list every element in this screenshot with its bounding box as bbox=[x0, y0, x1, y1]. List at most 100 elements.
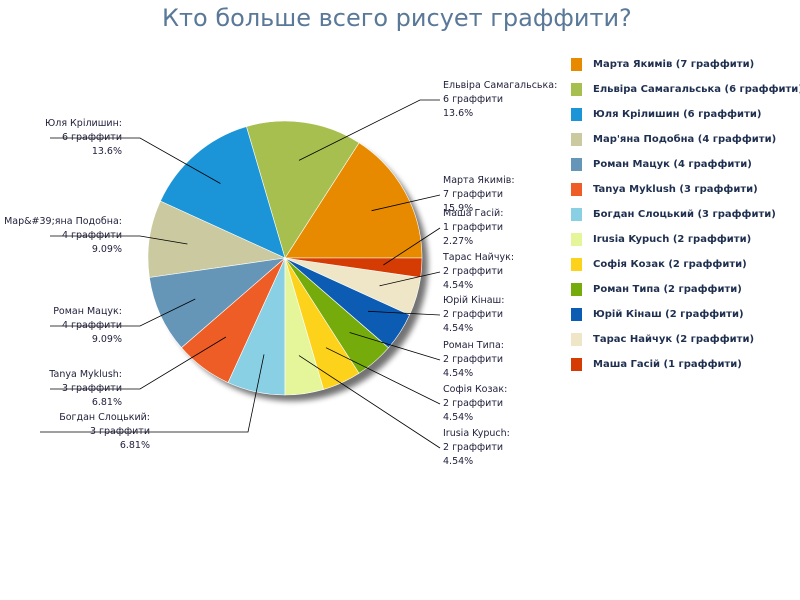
legend-label: Софія Козак (2 граффити) bbox=[593, 259, 747, 270]
legend-item: Тарас Найчук (2 граффити) bbox=[571, 327, 800, 352]
legend-label: Тарас Найчук (2 граффити) bbox=[593, 334, 755, 345]
slice-label-value: 7 граффити bbox=[443, 189, 503, 200]
leader-line bbox=[40, 354, 265, 433]
slice-label-percent: 6.81% bbox=[120, 440, 150, 451]
legend-label: Tanya Myklush (3 граффити) bbox=[593, 184, 758, 195]
legend-item: Софія Козак (2 граффити) bbox=[571, 252, 800, 277]
slice-label-value: 6 граффити bbox=[62, 132, 122, 143]
slice-label-name: Марта Якимів: bbox=[443, 175, 515, 186]
legend-swatch bbox=[571, 308, 582, 321]
legend-swatch bbox=[571, 58, 582, 71]
slice-labels: Марта Якимів: 7 граффити 15.9% Ельвіра Сама… bbox=[4, 80, 557, 467]
leader-line bbox=[349, 332, 441, 361]
slice-label-percent: 9.09% bbox=[92, 334, 122, 345]
legend-item: Tanya Myklush (3 граффити) bbox=[571, 177, 800, 202]
pie-slices bbox=[147, 120, 423, 396]
legend-item: Богдан Слоцький (3 граффити) bbox=[571, 202, 800, 227]
legend-swatch bbox=[571, 233, 582, 246]
legend-item: Роман Мацук (4 граффити) bbox=[571, 152, 800, 177]
slice-label-name: Irusia Kypuch: bbox=[443, 428, 510, 439]
legend-item: Роман Типа (2 граффити) bbox=[571, 277, 800, 302]
slice-label-value: 6 граффити bbox=[443, 94, 503, 105]
legend: Марта Якимів (7 граффити) Ельвіра Самагал… bbox=[571, 52, 800, 377]
legend-item: Маша Гасій (1 граффити) bbox=[571, 352, 800, 377]
pie-slice bbox=[159, 126, 286, 259]
slice-label-name: Tanya Myklush: bbox=[48, 369, 122, 380]
legend-item: Юрій Кінаш (2 граффити) bbox=[571, 302, 800, 327]
legend-label: Юрій Кінаш (2 граффити) bbox=[593, 309, 744, 320]
slice-label-name: Юля Крілишин: bbox=[45, 118, 122, 129]
legend-item: Юля Крілишин (6 граффити) bbox=[571, 102, 800, 127]
slice-label-percent: 15.9% bbox=[443, 203, 473, 214]
legend-swatch bbox=[571, 333, 582, 346]
legend-label: Богдан Слоцький (3 граффити) bbox=[593, 209, 776, 220]
slice-label-name: Маша Гасій: bbox=[443, 208, 503, 219]
slice-label-value: 2 граффити bbox=[443, 442, 503, 453]
slice-label-value: 3 граффити bbox=[62, 383, 122, 394]
slice-label-percent: 4.54% bbox=[443, 280, 473, 291]
slice-label-name: Мар&#39;яна Подобна: bbox=[4, 216, 122, 227]
legend-item: Мар'яна Подобна (4 граффити) bbox=[571, 127, 800, 152]
pie-slice bbox=[149, 257, 286, 349]
legend-label: Марта Якимів (7 граффити) bbox=[593, 59, 755, 70]
slice-label-percent: 4.54% bbox=[443, 323, 473, 334]
pie-slice bbox=[246, 120, 360, 259]
legend-swatch bbox=[571, 208, 582, 221]
leader-line bbox=[50, 235, 188, 245]
slice-label-percent: 9.09% bbox=[92, 244, 122, 255]
slice-label-name: Роман Типа: bbox=[443, 340, 504, 351]
legend-swatch bbox=[571, 358, 582, 371]
legend-swatch bbox=[571, 258, 582, 271]
legend-swatch bbox=[571, 108, 582, 121]
legend-label: Маша Гасій (1 граффити) bbox=[593, 359, 742, 370]
slice-label-percent: 6.81% bbox=[92, 397, 122, 408]
legend-label: Роман Мацук (4 граффити) bbox=[593, 159, 752, 170]
leader-line bbox=[379, 271, 441, 287]
leader-line bbox=[298, 99, 440, 161]
slice-label-percent: 4.54% bbox=[443, 456, 473, 467]
legend-item: Марта Якимів (7 граффити) bbox=[571, 52, 800, 77]
leader-line bbox=[50, 336, 227, 390]
legend-swatch bbox=[571, 133, 582, 146]
legend-item: Ельвіра Самагальська (6 граффити) bbox=[571, 77, 800, 102]
legend-swatch bbox=[571, 83, 582, 96]
slice-label-value: 1 граффити bbox=[443, 222, 503, 233]
leader-line bbox=[325, 347, 441, 405]
leader-line bbox=[371, 194, 441, 212]
slice-label-name: Софія Козак: bbox=[443, 384, 507, 395]
legend-swatch bbox=[571, 183, 582, 196]
legend-label: Irusia Kypuch (2 граффити) bbox=[593, 234, 752, 245]
pie-slice bbox=[147, 200, 287, 278]
slice-label-name: Богдан Слоцький: bbox=[59, 412, 150, 423]
slice-label-name: Тарас Найчук: bbox=[442, 252, 514, 263]
legend-label: Мар'яна Подобна (4 граффити) bbox=[593, 134, 777, 145]
slice-label-percent: 4.54% bbox=[443, 368, 473, 379]
leader-line bbox=[383, 227, 441, 266]
slice-label-value: 2 граффити bbox=[443, 309, 503, 320]
slice-label-name: Ельвіра Самагальська: bbox=[443, 80, 557, 91]
chart-title: Кто больше всего рисует граффити? bbox=[162, 4, 632, 32]
slice-label-value: 4 граффити bbox=[62, 320, 122, 331]
legend-item: Irusia Kypuch (2 граффити) bbox=[571, 227, 800, 252]
slice-label-name: Роман Мацук: bbox=[53, 306, 122, 317]
leader-line bbox=[367, 310, 441, 316]
leader-line bbox=[50, 298, 196, 327]
legend-label: Роман Типа (2 граффити) bbox=[593, 284, 742, 295]
legend-label: Ельвіра Самагальська (6 граффити) bbox=[593, 84, 800, 95]
slice-label-value: 2 граффити bbox=[443, 266, 503, 277]
slice-label-value: 2 граффити bbox=[443, 354, 503, 365]
slice-label-percent: 4.54% bbox=[443, 412, 473, 423]
leader-line bbox=[50, 137, 221, 184]
slice-label-name: Юрій Кінаш: bbox=[443, 295, 504, 306]
legend-swatch bbox=[571, 158, 582, 171]
slice-label-value: 3 граффити bbox=[90, 426, 150, 437]
legend-label: Юля Крілишин (6 граффити) bbox=[593, 109, 762, 120]
pie-slice bbox=[284, 142, 423, 259]
slice-label-value: 4 граффити bbox=[62, 230, 122, 241]
slice-label-percent: 13.6% bbox=[92, 146, 122, 157]
leader-line bbox=[298, 355, 441, 449]
slice-label-percent: 13.6% bbox=[443, 108, 473, 119]
slice-label-percent: 2.27% bbox=[443, 236, 473, 247]
slice-label-value: 2 граффити bbox=[443, 398, 503, 409]
